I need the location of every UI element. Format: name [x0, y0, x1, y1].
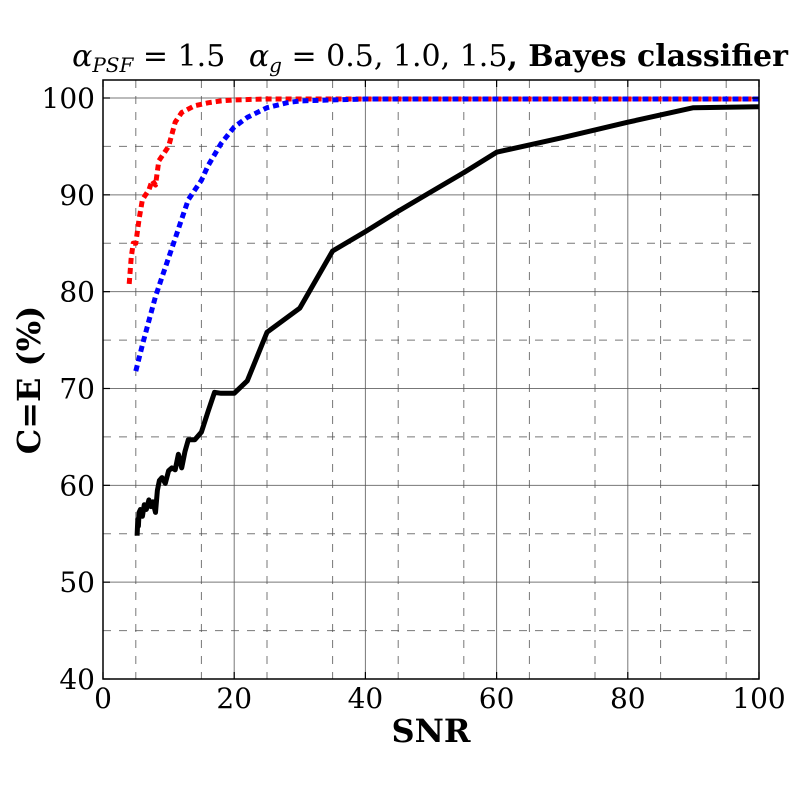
x-tick-label: 80 — [610, 682, 646, 715]
x-tick-label: 60 — [479, 682, 515, 715]
series-layer — [126, 96, 760, 536]
y-tick-label: 90 — [59, 179, 95, 212]
y-tick-label: 60 — [59, 469, 95, 502]
y-axis-title: C=E (%) — [10, 306, 48, 455]
y-tick-label: 70 — [59, 373, 95, 406]
x-tick-label: 0 — [94, 682, 112, 715]
x-tick-label: 100 — [732, 682, 785, 715]
y-tick-label: 100 — [42, 82, 95, 115]
tick-layer: 0 20 40 60 80 100 40 50 60 70 80 90 100 — [42, 80, 786, 715]
series-line-1 — [126, 96, 759, 285]
chart-title: αPSF = 1.5 αg = 0.5, 1.0, 1.5, Bayes cla… — [72, 39, 789, 77]
series-line-2 — [133, 96, 759, 372]
series-line-3 — [134, 104, 760, 536]
plot-frame — [102, 79, 760, 680]
y-tick-label: 50 — [59, 566, 95, 599]
y-tick-label: 80 — [59, 276, 95, 309]
grid-layer — [103, 80, 759, 679]
x-tick-label: 20 — [216, 682, 252, 715]
y-tick-label: 40 — [59, 663, 95, 696]
x-axis-title: SNR — [392, 712, 471, 750]
x-tick-label: 40 — [348, 682, 384, 715]
